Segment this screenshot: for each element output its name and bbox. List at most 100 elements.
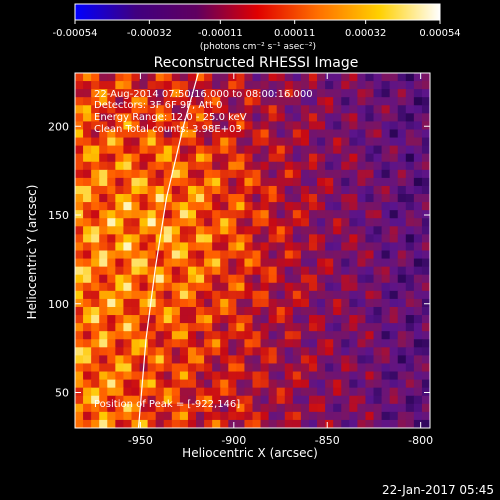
heatmap-cell [179,121,189,131]
heatmap-cell [91,274,100,284]
heatmap-cell [171,274,181,284]
heatmap-cell [236,81,246,90]
heatmap-cell [357,185,367,195]
heatmap-cell [147,323,157,332]
heatmap-cell [373,73,383,82]
heatmap-cell [139,185,149,195]
heatmap-cell [139,81,149,90]
heatmap-cell [107,226,116,235]
heatmap-cell [365,185,375,195]
heatmap-cell [179,89,189,98]
heatmap-cell [357,81,367,90]
heatmap-cell [83,355,92,365]
heatmap-cell [357,73,367,82]
heatmap-cell [260,218,270,227]
x-tick-label: -950 [128,434,153,447]
heatmap-cell [389,153,399,163]
heatmap-cell [220,387,229,397]
heatmap-cell [397,145,407,155]
heatmap-cell [139,137,149,147]
heatmap-cell [171,355,181,365]
heatmap-cell [244,411,254,421]
heatmap-cell [268,137,278,147]
heatmap-cell [155,339,165,348]
heatmap-cell [147,105,157,114]
heatmap-cell [179,395,189,405]
heatmap-cell [99,411,108,421]
heatmap-cell [244,97,254,106]
heatmap-cell [365,258,375,268]
heatmap-cell [341,250,350,260]
heatmap-cell [123,298,133,308]
heatmap-cell [268,73,278,82]
heatmap-cell [163,121,173,131]
heatmap-cell [212,194,221,203]
heatmap-cell [155,81,165,90]
heatmap-cell [131,153,141,163]
heatmap-cell [349,387,358,397]
heatmap-cell [284,274,294,284]
heatmap-cell [317,371,326,381]
heatmap-cell [179,298,189,308]
heatmap-cell [147,298,157,308]
heatmap-cell [292,202,302,211]
heatmap-cell [292,298,302,308]
heatmap-cell [413,97,423,106]
heatmap-cell [405,323,415,332]
heatmap-cell [381,290,391,300]
heatmap-cell [244,298,254,308]
heatmap-cell [268,161,278,171]
heatmap-cell [421,315,430,324]
heatmap-cell [300,266,310,276]
heatmap-cell [405,234,415,244]
heatmap-cell [163,298,173,308]
heatmap-cell [413,177,423,187]
heatmap-cell [220,210,229,219]
heatmap-cell [300,371,310,381]
heatmap-cell [187,194,197,203]
heatmap-cell [373,169,383,179]
heatmap-cell [308,298,318,308]
heatmap-cell [155,169,165,179]
heatmap-cell [325,153,334,163]
heatmap-cell [341,331,350,340]
heatmap-cell [308,97,318,106]
heatmap-cell [405,226,415,235]
heatmap-cell [421,282,430,292]
heatmap-cell [381,226,391,235]
heatmap-cell [75,169,84,179]
heatmap-cell [187,363,197,373]
heatmap-cell [75,97,84,106]
heatmap-cell [139,419,149,428]
heatmap-cell [317,363,326,373]
heatmap-cell [212,218,221,227]
heatmap-cell [373,210,383,219]
heatmap-cell [260,290,270,300]
heatmap-cell [405,250,415,260]
heatmap-cell [317,347,326,356]
heatmap-cell [268,258,278,268]
heatmap-cell [139,105,149,114]
heatmap-cell [228,282,237,292]
heatmap-cell [365,97,375,106]
heatmap-cell [365,153,375,163]
heatmap-cell [268,218,278,227]
heatmap-cell [155,315,165,324]
heatmap-cell [91,363,100,373]
heatmap-cell [99,395,108,405]
heatmap-cell [276,242,286,252]
heatmap-cell [228,411,237,421]
heatmap-cell [252,250,262,260]
heatmap-cell [252,363,262,373]
heatmap-cell [276,81,286,90]
heatmap-cell [300,121,310,131]
heatmap-cell [413,290,423,300]
heatmap-cell [179,145,189,155]
heatmap-cell [349,129,358,139]
heatmap-cell [260,298,270,308]
heatmap-cell [115,363,125,373]
heatmap-cell [300,315,310,324]
heatmap-cell [373,258,383,268]
heatmap-cell [155,298,165,308]
